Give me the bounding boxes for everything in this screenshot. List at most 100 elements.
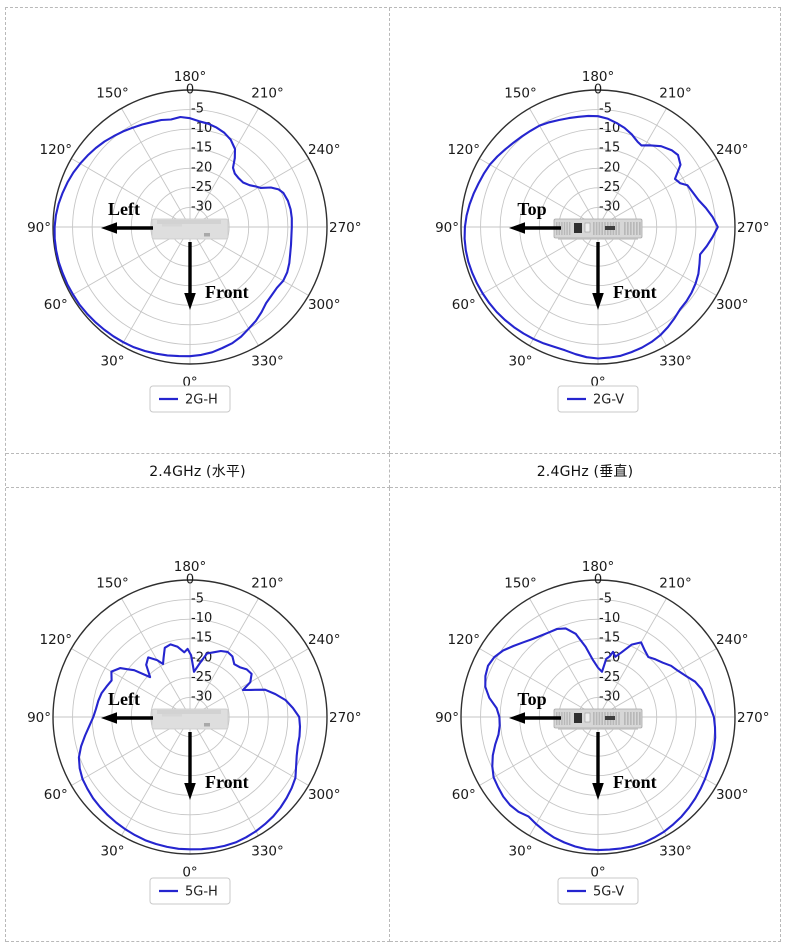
svg-text:180°: 180° <box>582 69 615 85</box>
svg-text:0: 0 <box>186 83 194 98</box>
svg-text:300°: 300° <box>308 297 341 313</box>
svg-text:60°: 60° <box>452 787 476 803</box>
svg-text:30°: 30° <box>509 844 533 860</box>
svg-text:90°: 90° <box>435 220 459 236</box>
legend-5G-V: 5G-V <box>557 877 639 905</box>
svg-text:-10: -10 <box>191 611 212 626</box>
caption-cell-2-4ghz-horizontal: 2.4GHz (水平) <box>6 454 390 488</box>
front-arrow-label: Front <box>613 282 657 302</box>
legend-label: 2G-H <box>185 393 218 408</box>
svg-text:120°: 120° <box>40 632 73 648</box>
svg-text:0°: 0° <box>182 865 197 881</box>
svg-text:240°: 240° <box>716 142 749 158</box>
side-arrow-label: Left <box>108 199 140 219</box>
polar-chart-2g-h: 0° 30° 60° 90° 120° 150° 180° 210° 240° 270° 300° 3… <box>6 8 390 454</box>
svg-text:-30: -30 <box>191 689 212 704</box>
svg-text:240°: 240° <box>308 142 341 158</box>
svg-text:270°: 270° <box>737 220 770 236</box>
device-top-view <box>151 708 229 730</box>
svg-text:0°: 0° <box>590 865 605 881</box>
orientation-arrows: Left Front <box>101 199 249 310</box>
svg-text:-30: -30 <box>599 199 620 214</box>
svg-text:330°: 330° <box>251 354 284 370</box>
svg-text:-5: -5 <box>191 102 204 117</box>
svg-text:120°: 120° <box>448 632 481 648</box>
svg-text:60°: 60° <box>452 297 476 313</box>
device-rear-view <box>553 218 643 240</box>
svg-text:-25: -25 <box>599 670 620 685</box>
outer-ring <box>52 89 328 365</box>
svg-text:150°: 150° <box>504 85 537 101</box>
side-arrow-icon <box>101 712 117 724</box>
figure-table: 0° 30° 60° 90° 120° 150° 180° 210° 240° 270° 300° 3… <box>5 7 781 942</box>
svg-text:90°: 90° <box>27 710 51 726</box>
outer-ring <box>460 579 736 855</box>
svg-text:30°: 30° <box>101 354 125 370</box>
svg-text:240°: 240° <box>308 632 341 648</box>
radial-tick-labels: 0 -5 -10 -15 -20 -25 -30 <box>186 83 212 215</box>
svg-text:210°: 210° <box>659 575 692 591</box>
svg-text:0: 0 <box>186 573 194 588</box>
radiation-trace-2G-V <box>463 114 719 360</box>
svg-text:240°: 240° <box>716 632 749 648</box>
svg-text:210°: 210° <box>251 575 284 591</box>
svg-text:330°: 330° <box>251 844 284 860</box>
svg-text:210°: 210° <box>659 85 692 101</box>
svg-text:0: 0 <box>594 573 602 588</box>
legend-label: 5G-V <box>593 885 624 900</box>
svg-text:180°: 180° <box>174 69 207 85</box>
side-arrow-label: Top <box>517 199 546 219</box>
radial-tick-labels: 0 -5 -10 -15 -20 -25 -30 <box>594 83 620 215</box>
svg-text:-20: -20 <box>191 160 212 175</box>
svg-text:-30: -30 <box>191 199 212 214</box>
svg-text:-25: -25 <box>191 670 212 685</box>
orientation-arrows: Left Front <box>101 689 249 800</box>
front-arrow-icon <box>184 293 196 310</box>
svg-text:270°: 270° <box>329 710 362 726</box>
svg-text:180°: 180° <box>174 559 207 575</box>
legend-2G-V: 2G-V <box>557 385 639 413</box>
legend-5G-H: 5G-H <box>149 877 231 905</box>
svg-text:150°: 150° <box>504 575 537 591</box>
svg-text:-10: -10 <box>599 611 620 626</box>
side-arrow-label: Left <box>108 689 140 709</box>
svg-text:180°: 180° <box>582 559 615 575</box>
svg-text:-5: -5 <box>599 592 612 607</box>
front-arrow-label: Front <box>205 282 249 302</box>
svg-text:330°: 330° <box>659 844 692 860</box>
svg-text:30°: 30° <box>101 844 125 860</box>
svg-text:-15: -15 <box>599 631 620 646</box>
legend-label: 5G-H <box>185 885 218 900</box>
radiation-trace-2G-H <box>53 115 293 358</box>
angle-tick-labels: 0° 30° 60° 90° 120° 150° 180° 210° 240° 270° 300° 3… <box>435 559 769 881</box>
outer-ring <box>52 579 328 855</box>
svg-text:60°: 60° <box>44 297 68 313</box>
svg-text:-5: -5 <box>191 592 204 607</box>
outer-ring <box>460 89 736 365</box>
chart-svg-2G-H: 0°30°60°90°120°150°180°210°240°270°300°3… <box>27 69 362 413</box>
svg-text:-5: -5 <box>599 102 612 117</box>
front-arrow-label: Front <box>205 772 249 792</box>
svg-text:300°: 300° <box>308 787 341 803</box>
svg-text:120°: 120° <box>40 142 73 158</box>
svg-text:270°: 270° <box>329 220 362 236</box>
chart-svg-5G-V: 0° 30° 60° 90° 120° 150° 180° 210° 240° 270° 300° 3… <box>435 559 770 905</box>
caption-cell-2-4ghz-vertical: 2.4GHz (垂直) <box>390 454 781 488</box>
svg-text:150°: 150° <box>96 575 129 591</box>
svg-text:-15: -15 <box>191 631 212 646</box>
svg-text:300°: 300° <box>716 297 749 313</box>
orientation-arrows: Top Front <box>509 689 657 800</box>
svg-text:-10: -10 <box>191 121 212 136</box>
side-arrow-icon <box>509 222 525 234</box>
svg-text:300°: 300° <box>716 787 749 803</box>
svg-text:-15: -15 <box>191 141 212 156</box>
caption-2-4ghz-horizontal: 2.4GHz (水平) <box>149 463 246 480</box>
angle-tick-labels: 0° 30° 60° 90° 120° 150° 180° 210° 240° 270° 300° 3… <box>27 559 361 881</box>
svg-text:90°: 90° <box>435 710 459 726</box>
legend-2G-H: 2G-H <box>149 385 231 413</box>
svg-text:-25: -25 <box>191 180 212 195</box>
legend-label: 2G-V <box>593 393 624 408</box>
svg-text:-30: -30 <box>599 689 620 704</box>
svg-text:60°: 60° <box>44 787 68 803</box>
